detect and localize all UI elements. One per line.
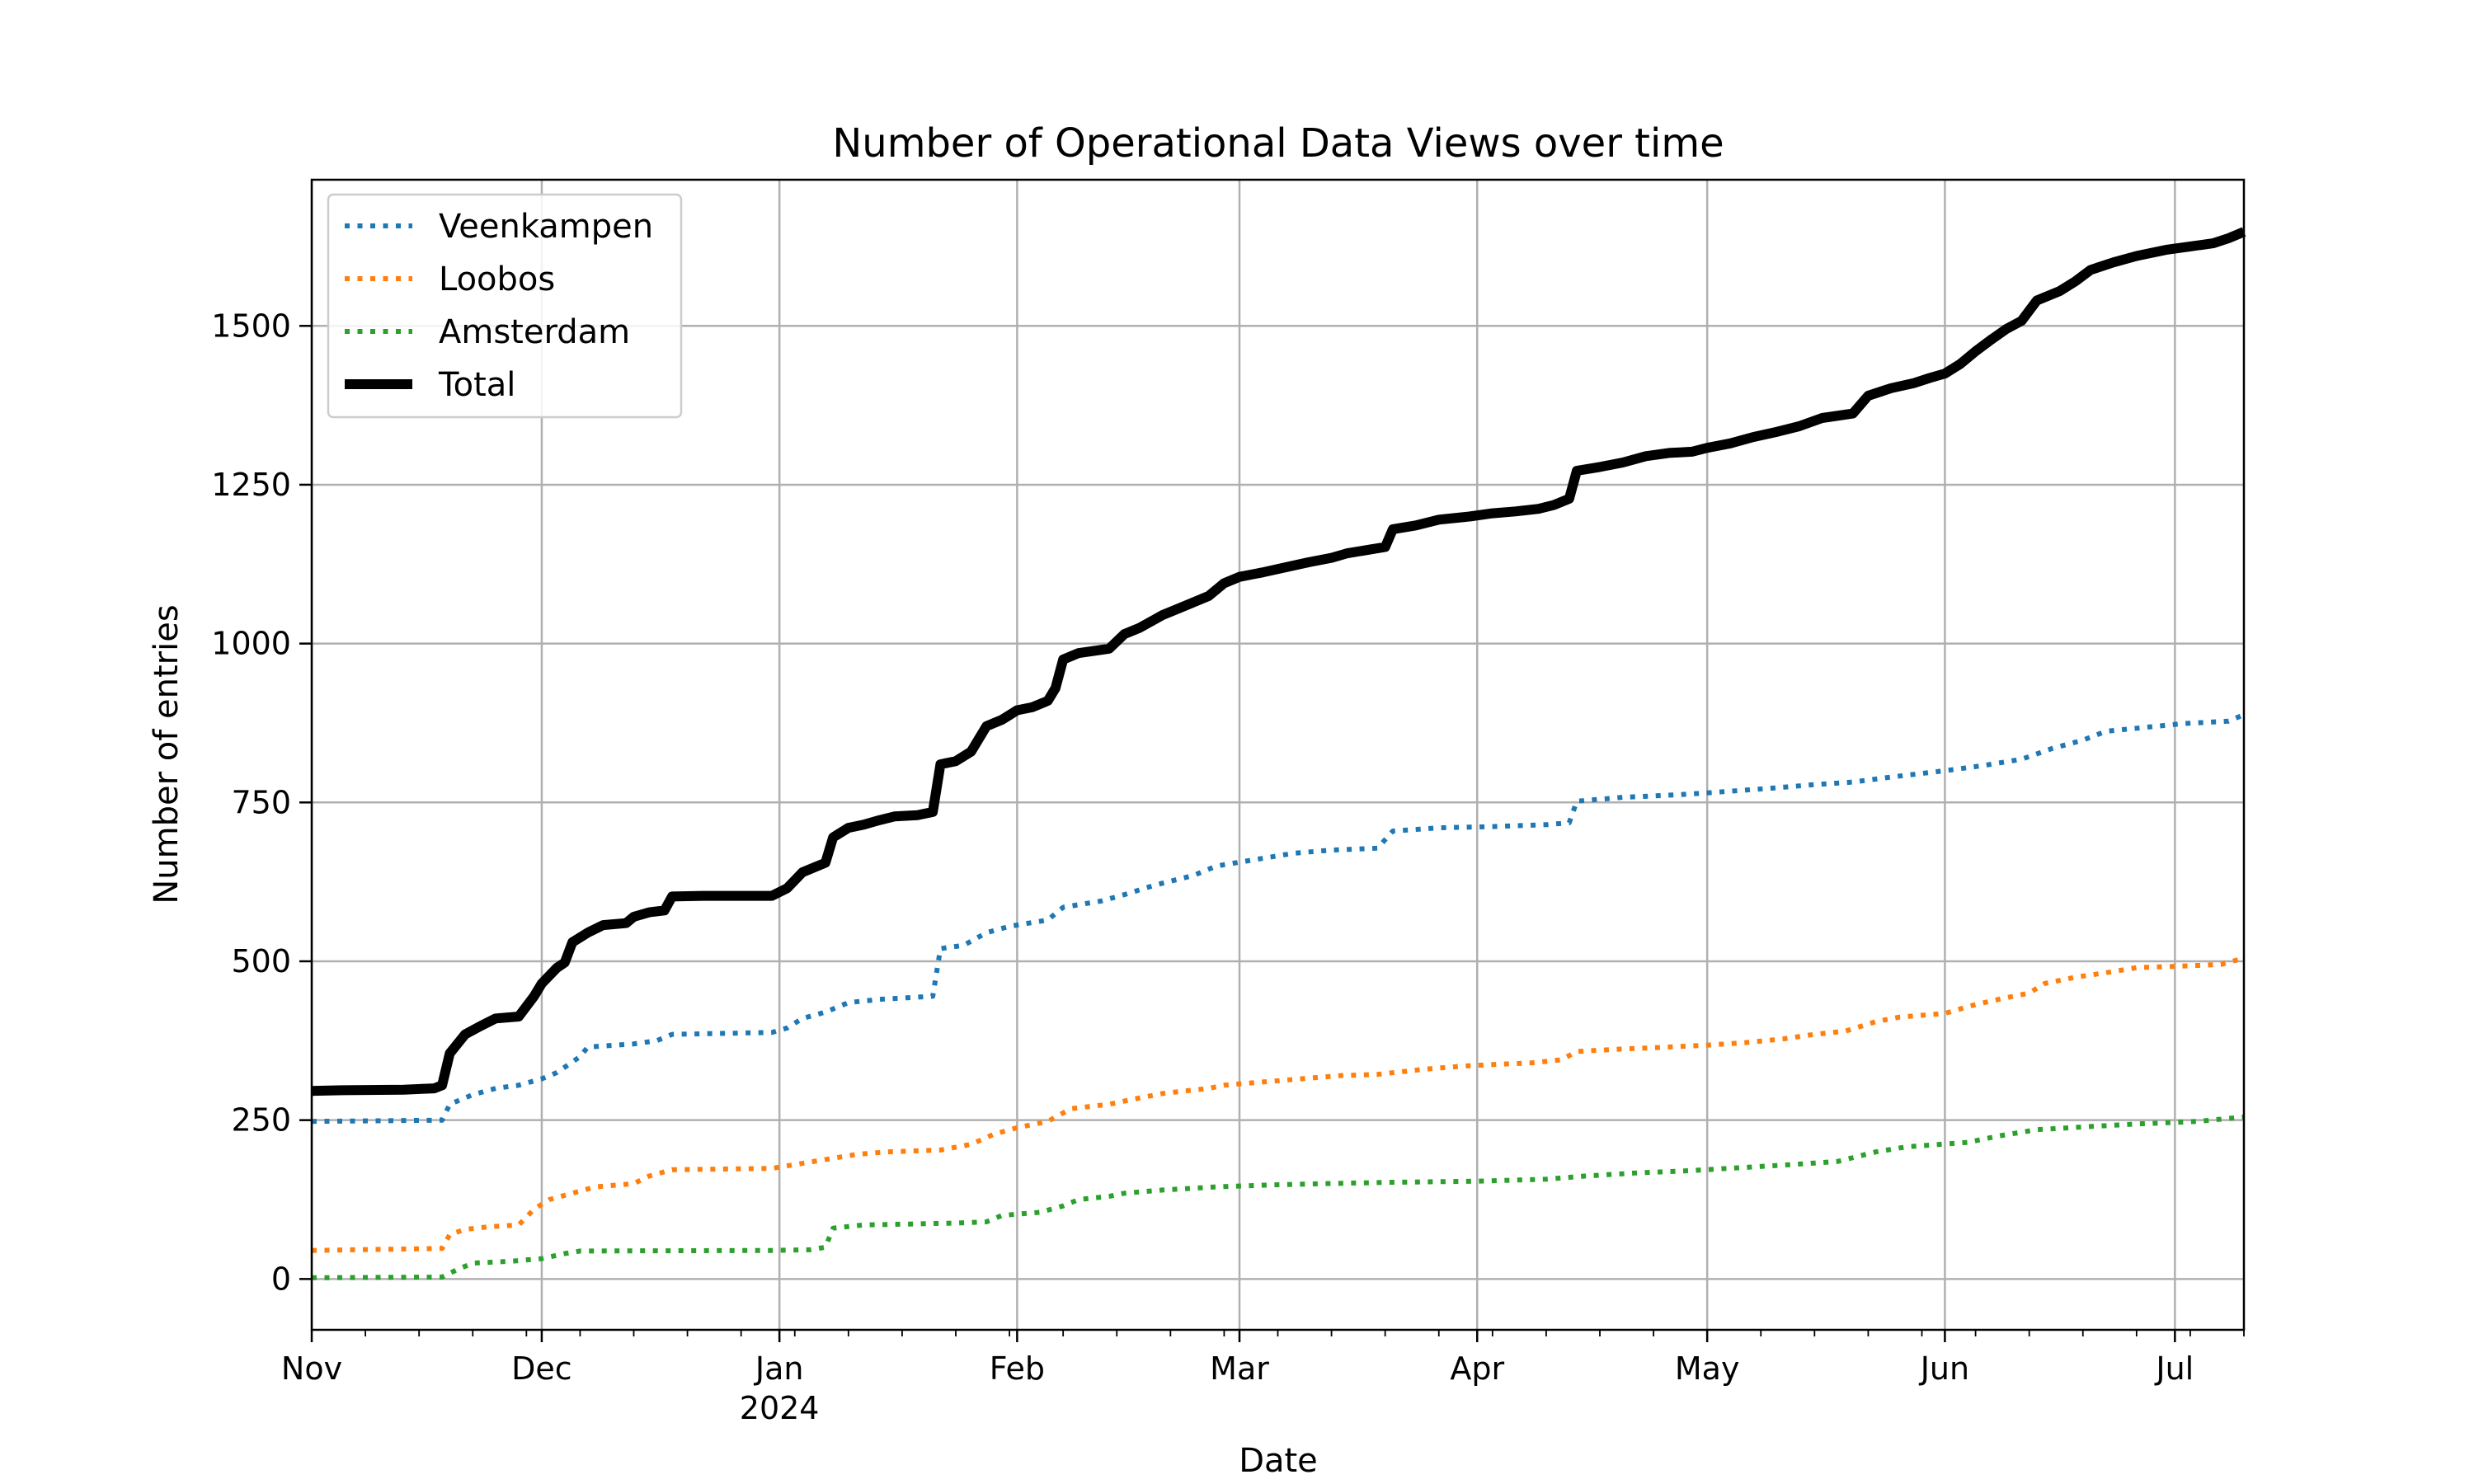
legend: Veenkampen Loobos Amsterdam Total (327, 193, 683, 419)
x-tick-label: Feb (990, 1350, 1045, 1387)
x-tick-label: Apr (1450, 1350, 1504, 1387)
series-line-loobos (311, 956, 2245, 1253)
series-line-total (311, 227, 2246, 1097)
x-tick-label: Mar (1210, 1350, 1269, 1387)
series-layer (311, 227, 2246, 1280)
y-tick-label: 1500 (211, 308, 291, 344)
x-tick-sublabel: 2024 (740, 1390, 820, 1426)
x-axis-label: Date (1239, 1442, 1318, 1480)
series-line-amsterdam (311, 1114, 2245, 1280)
y-tick-label: 250 (231, 1102, 291, 1139)
x-tick-label: Dec (511, 1350, 572, 1387)
y-axis-label: Number of entries (148, 604, 186, 904)
y-tick-label: 0 (271, 1261, 291, 1297)
y-tick-label: 1250 (211, 467, 291, 503)
x-tick-label: Jul (2154, 1350, 2194, 1387)
legend-label-veenkampen: Veenkampen (439, 208, 653, 246)
chart-title: Number of Operational Data Views over ti… (832, 120, 1724, 167)
x-tick-label: Jan (754, 1350, 804, 1387)
series-line-veenkampen (311, 712, 2246, 1125)
y-tick-label: 750 (231, 784, 291, 820)
y-tick-label: 1000 (211, 626, 291, 662)
legend-label-total: Total (438, 366, 515, 404)
y-tick-label: 500 (231, 943, 291, 979)
legend-label-loobos: Loobos (439, 261, 555, 298)
x-tick-label: Nov (281, 1350, 342, 1387)
x-tick-label: May (1675, 1350, 1740, 1387)
legend-frame (327, 193, 683, 419)
legend-label-amsterdam: Amsterdam (439, 313, 630, 351)
x-tick-label: Jun (1919, 1350, 1969, 1387)
